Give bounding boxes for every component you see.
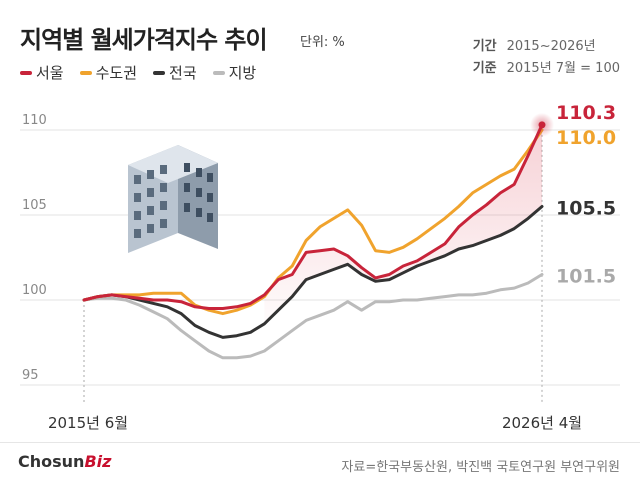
period-value: 2015~2026년 bbox=[506, 39, 596, 54]
source-note: 자료=한국부동산원, 박진백 국토연구원 부연구위원 bbox=[341, 460, 620, 475]
legend: 서울 수도권 전국 지방 bbox=[20, 62, 256, 83]
end-label-1: 110.0 bbox=[556, 127, 616, 149]
legend-label-national: 전국 bbox=[169, 64, 197, 82]
y-tick-label: 110 bbox=[22, 113, 47, 128]
legend-swatch-national bbox=[153, 70, 166, 75]
line-chart: 110.3 110.0 105.5 101.5 110 105 100 95 2015년 6월… bbox=[20, 102, 620, 432]
end-label-2: 105.5 bbox=[556, 198, 616, 220]
end-label-0: 110.3 bbox=[556, 102, 616, 124]
end-label-3: 101.5 bbox=[556, 266, 616, 288]
base-label: 기준 bbox=[472, 61, 497, 76]
series-line-2 bbox=[82, 205, 544, 339]
legend-swatch-capital-area bbox=[79, 70, 92, 75]
series-lines bbox=[82, 123, 544, 360]
legend-swatch-seoul bbox=[20, 70, 32, 75]
chart-title: 지역별 월세가격지수 추이 bbox=[20, 26, 268, 54]
building-icon bbox=[128, 145, 218, 253]
seoul-end-point bbox=[538, 121, 546, 129]
chart-meta: 기간 2015~2026년 기준 2015년 7월 = 100 bbox=[473, 36, 620, 80]
y-tick-label: 100 bbox=[22, 283, 47, 298]
series-line-3 bbox=[82, 273, 544, 360]
footer-divider bbox=[0, 442, 640, 443]
end-labels: 110.3 110.0 105.5 101.5 bbox=[556, 102, 616, 288]
period-label: 기간 bbox=[472, 39, 497, 54]
legend-swatch-provinces bbox=[212, 70, 225, 75]
legend-label-capital-area: 수도권 bbox=[95, 64, 138, 82]
seoul-national-gap-area bbox=[264, 124, 542, 324]
legend-item-seoul: 서울 bbox=[20, 62, 64, 83]
axes: 110 105 100 95 2015년 6월 2026년 4월 bbox=[22, 113, 582, 432]
logo-main: Chosun bbox=[18, 452, 85, 471]
end-markers bbox=[530, 112, 554, 137]
base-value: 2015년 7월 = 100 bbox=[506, 61, 620, 76]
x-tick-label-end: 2026년 4월 bbox=[502, 414, 582, 432]
period-row: 기간 2015~2026년 bbox=[473, 36, 620, 58]
x-tick-label-start: 2015년 6월 bbox=[48, 414, 128, 432]
y-tick-label: 95 bbox=[22, 368, 39, 383]
base-row: 기준 2015년 7월 = 100 bbox=[473, 58, 620, 80]
unit-label: 단위: % bbox=[300, 35, 345, 50]
series-line-0 bbox=[82, 123, 544, 310]
legend-label-provinces: 지방 bbox=[228, 64, 257, 82]
series-line-1 bbox=[82, 128, 544, 316]
legend-item-national: 전국 bbox=[153, 62, 197, 83]
legend-item-capital-area: 수도권 bbox=[79, 62, 138, 83]
chosunbiz-logo: ChosunBiz bbox=[18, 452, 111, 471]
legend-label-seoul: 서울 bbox=[36, 64, 64, 82]
legend-item-provinces: 지방 bbox=[212, 62, 257, 83]
logo-accent: Biz bbox=[84, 452, 112, 471]
y-tick-label: 105 bbox=[22, 198, 47, 213]
